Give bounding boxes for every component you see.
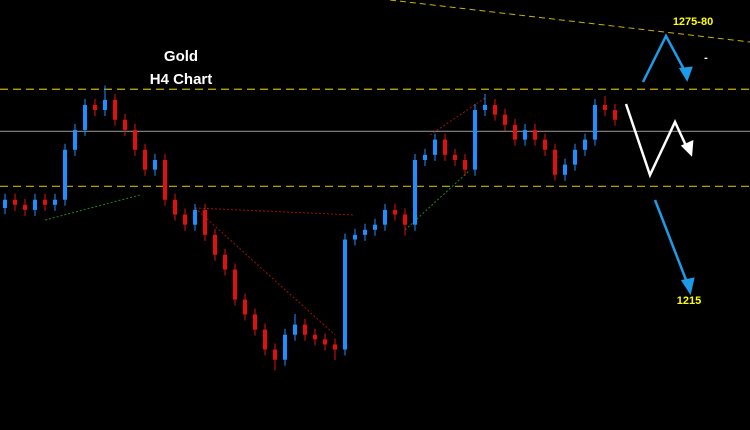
- candle-body: [613, 110, 617, 120]
- candle-body: [143, 149, 147, 170]
- candle-body: [23, 204, 27, 210]
- candle-body: [213, 234, 217, 255]
- arrow: [624, 103, 690, 179]
- candle-body: [163, 159, 167, 200]
- arrow-head: [678, 66, 693, 82]
- candle-body: [593, 104, 597, 140]
- candle-body: [293, 324, 297, 335]
- candle-body: [233, 269, 237, 300]
- candle-body: [323, 339, 327, 345]
- candle-body: [183, 214, 187, 225]
- candle-body: [173, 199, 177, 215]
- trend-line: [389, 0, 750, 43]
- candle-body: [343, 239, 347, 350]
- candle-body: [363, 229, 367, 235]
- candle-body: [83, 104, 87, 130]
- candle-body: [223, 254, 227, 270]
- annotation: 1275-80: [673, 16, 713, 28]
- arrow: [641, 33, 689, 83]
- candle-body: [353, 234, 357, 240]
- candle-body: [303, 324, 307, 335]
- candle-body: [433, 139, 437, 155]
- candle-body: [443, 139, 447, 155]
- candle-body: [473, 110, 477, 170]
- candle-body: [603, 104, 607, 111]
- candle-body: [43, 199, 47, 205]
- arrow-head: [680, 140, 694, 157]
- chart-subtitle: H4 Chart: [150, 71, 213, 88]
- candle-body: [3, 199, 7, 209]
- candle-body: [283, 334, 287, 360]
- candle-body: [33, 199, 37, 210]
- candle-body: [53, 199, 57, 205]
- projection-arrows: [624, 33, 695, 296]
- chart-title: Gold: [164, 48, 198, 65]
- candle-body: [193, 209, 197, 225]
- candle-body: [263, 329, 267, 350]
- candle-body: [113, 99, 117, 120]
- candle-body: [123, 119, 127, 130]
- candle-body: [243, 299, 247, 315]
- candle-body: [313, 334, 317, 340]
- candle-body: [463, 159, 467, 170]
- annotation: 1215: [677, 295, 701, 307]
- candle-body: [333, 344, 337, 350]
- candle-body: [103, 99, 107, 111]
- candle-body: [523, 129, 527, 140]
- candle-body: [573, 149, 577, 165]
- annotation: -: [704, 52, 708, 64]
- candle-body: [503, 114, 507, 125]
- candle-body: [153, 159, 157, 170]
- candle-body: [133, 129, 137, 150]
- candle-body: [533, 129, 537, 140]
- candle-body: [13, 199, 17, 205]
- candle-body: [513, 124, 517, 140]
- candle-body: [273, 349, 277, 360]
- candle-body: [453, 154, 457, 160]
- trend-line: [194, 207, 356, 216]
- candle-body: [493, 104, 497, 115]
- candle-body: [73, 129, 77, 150]
- candle-body: [253, 314, 257, 330]
- trend-line: [404, 169, 471, 231]
- arrow: [653, 199, 690, 286]
- candle-body: [403, 214, 407, 225]
- candle-body: [413, 159, 417, 225]
- candle-body: [393, 209, 397, 215]
- candle-body: [383, 209, 387, 225]
- candle-body: [93, 104, 97, 111]
- candle-body: [203, 209, 207, 235]
- candle-body: [63, 149, 67, 200]
- trend-line: [429, 97, 486, 136]
- candle-body: [423, 154, 427, 160]
- trend-line: [44, 194, 141, 221]
- candle-body: [483, 104, 487, 111]
- candle-body: [373, 224, 377, 230]
- candle-body: [583, 139, 587, 150]
- trend-line: [194, 207, 336, 336]
- candle-body: [543, 139, 547, 150]
- candle-body: [563, 164, 567, 175]
- arrow-head: [680, 277, 695, 296]
- candle-body: [553, 149, 557, 175]
- candles: [3, 85, 617, 371]
